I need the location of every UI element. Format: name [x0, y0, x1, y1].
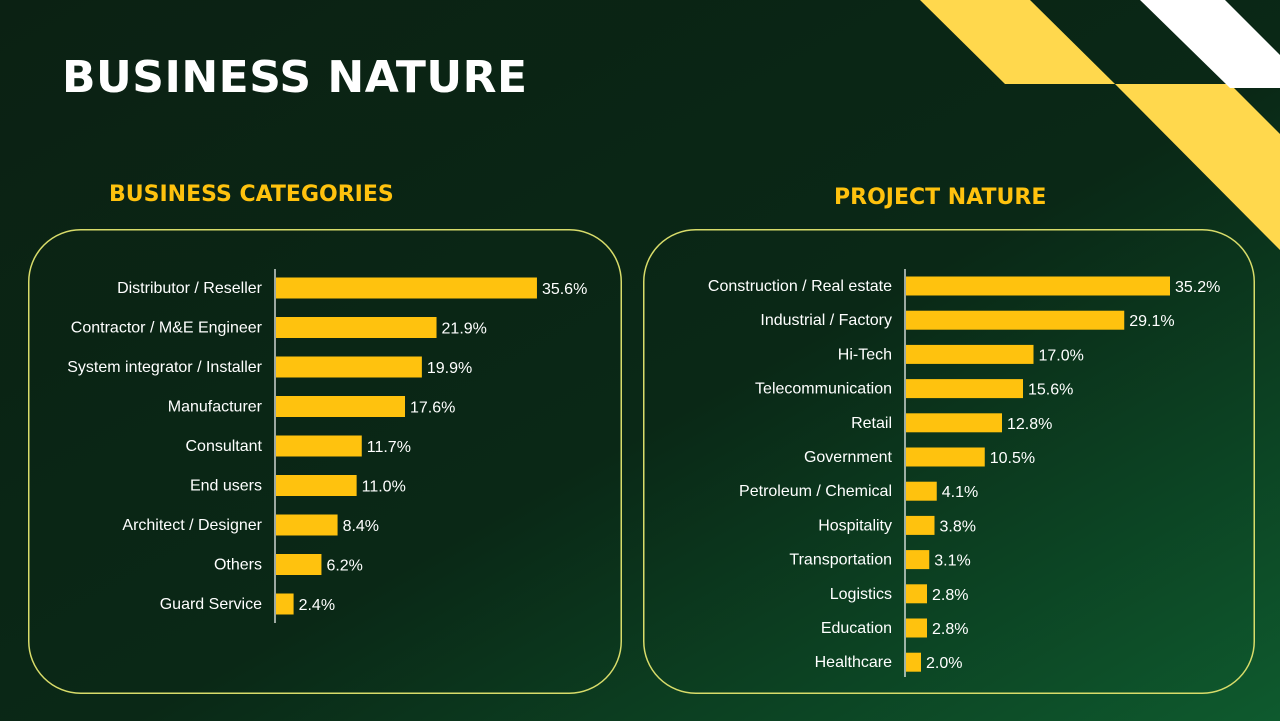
category-label: Consultant	[186, 438, 263, 455]
category-label: Architect / Designer	[122, 517, 262, 534]
bar	[906, 584, 927, 604]
category-label: Logistics	[830, 586, 892, 603]
value-label: 11.0%	[362, 479, 406, 496]
value-label: 19.9%	[427, 360, 472, 377]
bar	[276, 514, 338, 536]
value-label: 10.5%	[990, 450, 1035, 467]
value-label: 21.9%	[442, 321, 487, 338]
bar	[906, 344, 1034, 364]
value-label: 35.2%	[1175, 279, 1220, 296]
category-label: Contractor / M&E Engineer	[71, 320, 263, 337]
bar	[276, 554, 322, 575]
value-label: 2.8%	[932, 587, 968, 604]
bar	[276, 317, 437, 338]
bar	[906, 652, 921, 672]
value-label: 15.6%	[1028, 382, 1073, 399]
business-categories-title: BUSINESS CATEGORIES	[109, 182, 394, 207]
value-label: 6.2%	[326, 558, 362, 575]
value-label: 2.8%	[932, 621, 968, 638]
chart-panel	[28, 229, 622, 694]
category-label: Guard Service	[160, 596, 262, 613]
value-label: 2.0%	[926, 655, 962, 672]
category-label: Transportation	[789, 552, 892, 569]
bar	[276, 435, 362, 457]
bar	[276, 356, 422, 378]
accent-stripe-yellow-long	[1115, 84, 1280, 250]
category-label: Distributor / Reseller	[117, 280, 263, 297]
accent-stripe-yellow	[920, 0, 1115, 84]
value-label: 35.6%	[542, 281, 587, 298]
bar	[276, 593, 294, 615]
category-label: Government	[804, 449, 893, 466]
bar	[906, 413, 1002, 433]
category-label: Hospitality	[818, 517, 892, 534]
value-label: 17.0%	[1039, 347, 1084, 364]
page-title: BUSINESS NATURE	[62, 52, 528, 103]
bar	[906, 379, 1023, 399]
bar	[276, 475, 357, 496]
category-label: Telecommunication	[755, 381, 892, 398]
category-label: Industrial / Factory	[760, 312, 892, 329]
bar	[906, 447, 985, 467]
chart-panel	[643, 229, 1255, 694]
value-label: 11.7%	[367, 439, 411, 456]
value-label: 17.6%	[410, 400, 455, 417]
bar	[906, 515, 935, 535]
project-nature-chart: Construction / Real estate 35.2% Industria…	[643, 229, 1255, 694]
value-label: 29.1%	[1129, 313, 1174, 330]
category-label: System integrator / Installer	[67, 359, 262, 376]
value-label: 8.4%	[343, 518, 379, 535]
category-label: Hi-Tech	[838, 346, 892, 363]
value-label: 12.8%	[1007, 416, 1052, 433]
bar	[906, 310, 1125, 330]
category-label: Construction / Real estate	[708, 278, 892, 295]
bar	[906, 276, 1170, 296]
category-label: Retail	[851, 415, 892, 432]
bar	[906, 550, 930, 570]
category-label: Petroleum / Chemical	[739, 483, 892, 500]
project-nature-title: PROJECT NATURE	[834, 185, 1047, 210]
category-label: Education	[821, 620, 892, 637]
value-label: 3.8%	[940, 518, 976, 535]
value-label: 4.1%	[942, 484, 978, 501]
value-label: 2.4%	[299, 597, 335, 614]
category-label: Manufacturer	[168, 399, 263, 416]
bar	[276, 396, 406, 417]
category-label: Others	[214, 557, 262, 574]
value-label: 3.1%	[934, 553, 970, 570]
category-label: End users	[190, 478, 262, 495]
business-categories-chart: Distributor / Reseller 35.6% Contractor / …	[28, 229, 622, 694]
bar	[906, 481, 937, 501]
bar	[906, 618, 927, 638]
category-label: Healthcare	[815, 654, 892, 671]
bar	[276, 277, 537, 299]
accent-stripe-white	[1140, 0, 1280, 88]
